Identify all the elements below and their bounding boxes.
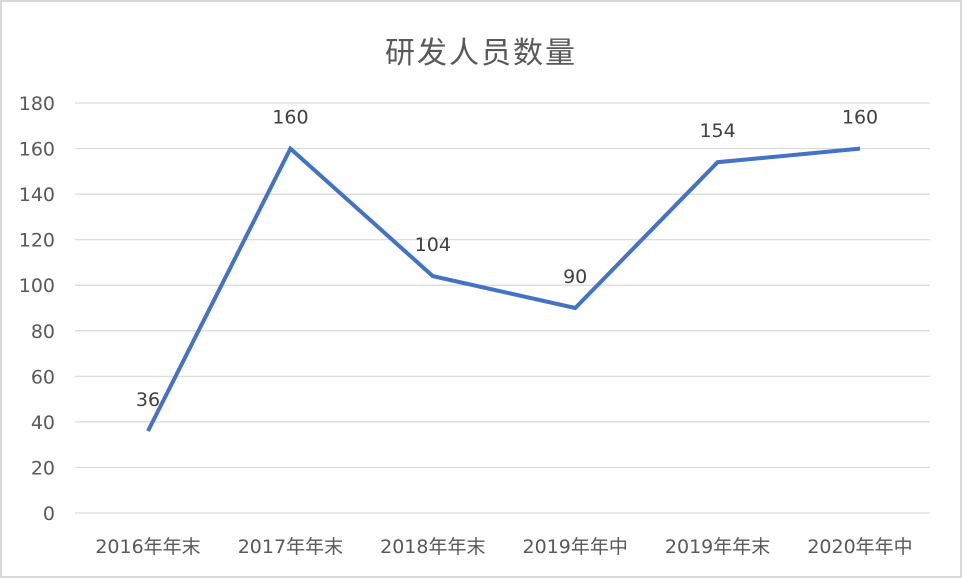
y-tick-label: 160 (19, 139, 55, 161)
data-label: 160 (842, 107, 878, 129)
x-tick-label: 2019年年末 (665, 536, 770, 558)
series-line (146, 145, 861, 432)
data-label: 154 (699, 120, 735, 142)
y-axis-labels: 0 20 40 60 80 100 120 140 160 180 (19, 93, 55, 525)
y-tick-label: 40 (31, 412, 55, 434)
x-tick-label: 2020年年中 (807, 536, 912, 558)
x-tick-label: 2016年年末 (95, 536, 200, 558)
x-tick-label: 2017年年末 (238, 536, 343, 558)
data-label: 160 (272, 107, 308, 129)
data-label: 90 (563, 266, 587, 288)
chart-title: 研发人员数量 (385, 36, 577, 71)
data-label: 36 (136, 389, 160, 411)
y-tick-label: 140 (19, 184, 55, 206)
x-tick-label: 2019年年中 (523, 536, 628, 558)
data-labels: 36 160 104 90 154 160 (136, 107, 878, 411)
y-tick-label: 0 (43, 503, 55, 525)
x-tick-label: 2018年年末 (380, 536, 485, 558)
y-tick-label: 120 (19, 230, 55, 252)
y-tick-label: 100 (19, 275, 55, 297)
y-tick-label: 80 (31, 321, 55, 343)
gridlines (75, 102, 930, 514)
data-label: 104 (415, 234, 451, 256)
y-tick-label: 180 (19, 93, 55, 115)
y-tick-label: 60 (31, 366, 55, 388)
x-axis-labels: 2016年年末 2017年年末 2018年年末 2019年年中 2019年年末 2020年… (95, 536, 912, 558)
y-tick-label: 20 (31, 457, 55, 479)
